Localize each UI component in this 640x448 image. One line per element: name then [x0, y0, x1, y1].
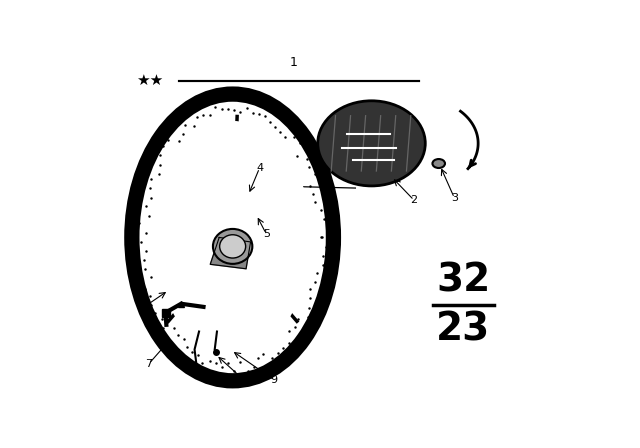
- Text: 5: 5: [263, 229, 269, 239]
- Ellipse shape: [433, 159, 445, 168]
- Text: 4: 4: [256, 163, 263, 173]
- Polygon shape: [214, 264, 252, 302]
- Ellipse shape: [213, 229, 252, 264]
- Polygon shape: [199, 302, 266, 332]
- Polygon shape: [210, 237, 251, 269]
- Text: 9: 9: [271, 375, 278, 385]
- Polygon shape: [181, 309, 217, 332]
- Text: 23: 23: [436, 310, 490, 348]
- Ellipse shape: [220, 235, 246, 258]
- Text: 1: 1: [289, 56, 297, 69]
- Ellipse shape: [317, 101, 425, 186]
- Text: 7: 7: [145, 359, 152, 369]
- Text: 3: 3: [451, 193, 458, 203]
- Text: 8: 8: [240, 375, 248, 385]
- Text: 2: 2: [410, 195, 418, 205]
- Text: 32: 32: [436, 261, 490, 299]
- Text: ★★: ★★: [136, 73, 163, 88]
- Ellipse shape: [154, 121, 311, 354]
- Text: 6: 6: [143, 301, 150, 310]
